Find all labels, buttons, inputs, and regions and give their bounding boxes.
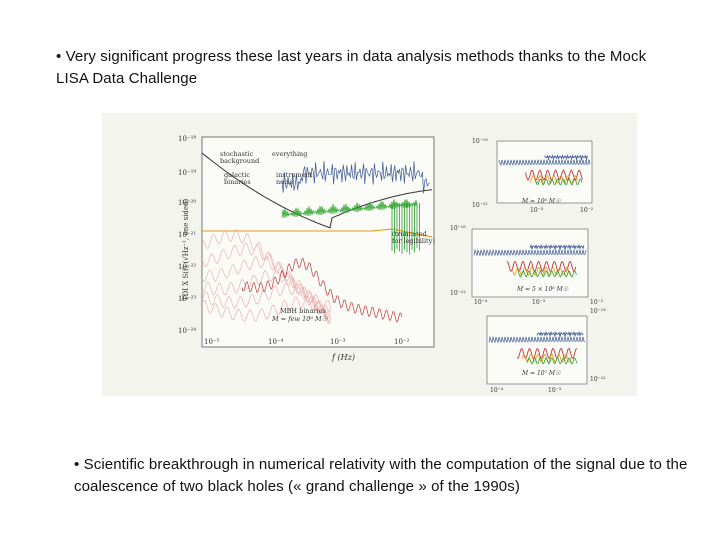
mbh-curve xyxy=(241,257,403,323)
inset-3-x: 10⁻³ xyxy=(548,387,562,394)
inset-1-mass: M = 10⁶ M☉ xyxy=(521,198,561,205)
bullet-numerical-relativity: • Scientific breakthrough in numerical r… xyxy=(74,456,688,495)
inset-3-mass: M = 10⁷ M☉ xyxy=(521,370,561,377)
everything-curve xyxy=(281,161,430,194)
label-everything: everything xyxy=(272,150,307,158)
inset-mbh-curve xyxy=(516,347,578,360)
inset-2-x: 10⁻³ xyxy=(532,299,546,306)
inset-3: 10⁻¹⁸ 10⁻²² 10⁻⁴ 10⁻³ M = 10⁷ M☉ xyxy=(486,308,606,394)
inset-3-ybot: 10⁻²² xyxy=(590,376,606,383)
bullet-mldc: • Very significant progress these last y… xyxy=(56,48,647,87)
inset-2: 10⁻¹⁸ 10⁻²² 10⁻⁴ 10⁻³ 10⁻² M = 5 × 10⁶ M… xyxy=(450,225,604,306)
label-background: background xyxy=(220,157,259,165)
inset-2-x: 10⁻² xyxy=(590,299,604,306)
y-tick: 10⁻²⁴ xyxy=(178,327,196,335)
y-tick: 10⁻²⁰ xyxy=(178,199,196,207)
inset-3-x: 10⁻⁴ xyxy=(490,387,504,394)
main-x-ticks: 10⁻⁵ 10⁻⁴ 10⁻³ 10⁻² xyxy=(204,338,410,346)
lisa-spectrum-figure: 10⁻¹⁸ 10⁻¹⁹ 10⁻²⁰ 10⁻²¹ 10⁻²² 10⁻²³ 10⁻²… xyxy=(102,113,637,396)
x-tick: 10⁻² xyxy=(394,338,410,346)
label-galactic: galactic xyxy=(224,171,250,179)
inset-galactic-curve xyxy=(534,178,583,186)
inset-everything-curve xyxy=(544,154,588,162)
inset-everything-curve xyxy=(536,331,584,339)
inset-galactic-curve xyxy=(518,270,577,278)
inset-bg-curve xyxy=(529,174,578,184)
inset-2-ybot: 10⁻²² xyxy=(450,290,466,297)
inset-galactic-curve xyxy=(526,357,578,365)
x-tick: 10⁻³ xyxy=(330,338,346,346)
x-tick: 10⁻⁵ xyxy=(204,338,220,346)
inset-1-ybot: 10⁻²² xyxy=(472,202,488,209)
inset-noise-curve xyxy=(473,248,587,257)
inset-noise-curve xyxy=(488,335,586,344)
inset-1-x: 10⁻³ xyxy=(530,207,544,214)
inset-2-mass: M = 5 × 10⁶ M☉ xyxy=(516,286,569,293)
label-truncated: (truncated xyxy=(392,230,427,238)
label-binaries: binaries xyxy=(224,178,251,186)
mbh-curve xyxy=(201,242,332,320)
mbh-curve xyxy=(201,295,332,323)
label-noise: noise xyxy=(276,178,294,186)
mbh-curve xyxy=(201,269,332,324)
y-tick: 10⁻²² xyxy=(178,263,196,271)
inset-2-ytop: 10⁻¹⁸ xyxy=(450,225,466,232)
curve-labels: stochastic background everything galacti… xyxy=(220,150,435,323)
y-tick: 10⁻²³ xyxy=(178,295,196,303)
inset-2-x: 10⁻⁴ xyxy=(474,299,488,306)
inset-1-ytop: 10⁻¹⁸ xyxy=(472,138,488,145)
mbh-curve xyxy=(201,282,332,320)
label-stochastic: stochastic xyxy=(220,150,254,158)
inset-everything-curve xyxy=(529,244,585,252)
inset-mbh-curve xyxy=(506,260,577,273)
y-axis-label: TDI X S(f) (√Hz⁻¹, one sided) xyxy=(182,198,190,301)
label-mbh: MBH binaries xyxy=(280,307,326,315)
inset-3-ytop: 10⁻¹⁸ xyxy=(590,308,606,315)
y-tick: 10⁻²¹ xyxy=(178,231,196,239)
y-tick: 10⁻¹⁸ xyxy=(178,135,196,143)
figure-svg: 10⁻¹⁸ 10⁻¹⁹ 10⁻²⁰ 10⁻²¹ 10⁻²² 10⁻²³ 10⁻²… xyxy=(178,135,606,394)
inset-1: 10⁻¹⁸ 10⁻²² 10⁻³ 10⁻² M = 10⁶ M☉ xyxy=(472,138,594,214)
instrument-noise-curve xyxy=(201,152,433,229)
main-y-ticks: 10⁻¹⁸ 10⁻¹⁹ 10⁻²⁰ 10⁻²¹ 10⁻²² 10⁻²³ 10⁻²… xyxy=(178,135,196,335)
mbh-curve xyxy=(201,256,332,324)
x-tick: 10⁻⁴ xyxy=(268,338,284,346)
y-tick: 10⁻¹⁹ xyxy=(178,169,196,177)
x-axis-label: f (Hz) xyxy=(331,353,355,362)
background-curve xyxy=(202,228,433,238)
inset-1-x: 10⁻² xyxy=(580,207,594,214)
label-mass: M = few 10⁶ M☉ xyxy=(271,315,329,323)
label-instrument: instrument xyxy=(276,171,313,179)
label-legibility: for legibility) xyxy=(392,237,435,245)
inset-noise-curve xyxy=(498,159,591,167)
